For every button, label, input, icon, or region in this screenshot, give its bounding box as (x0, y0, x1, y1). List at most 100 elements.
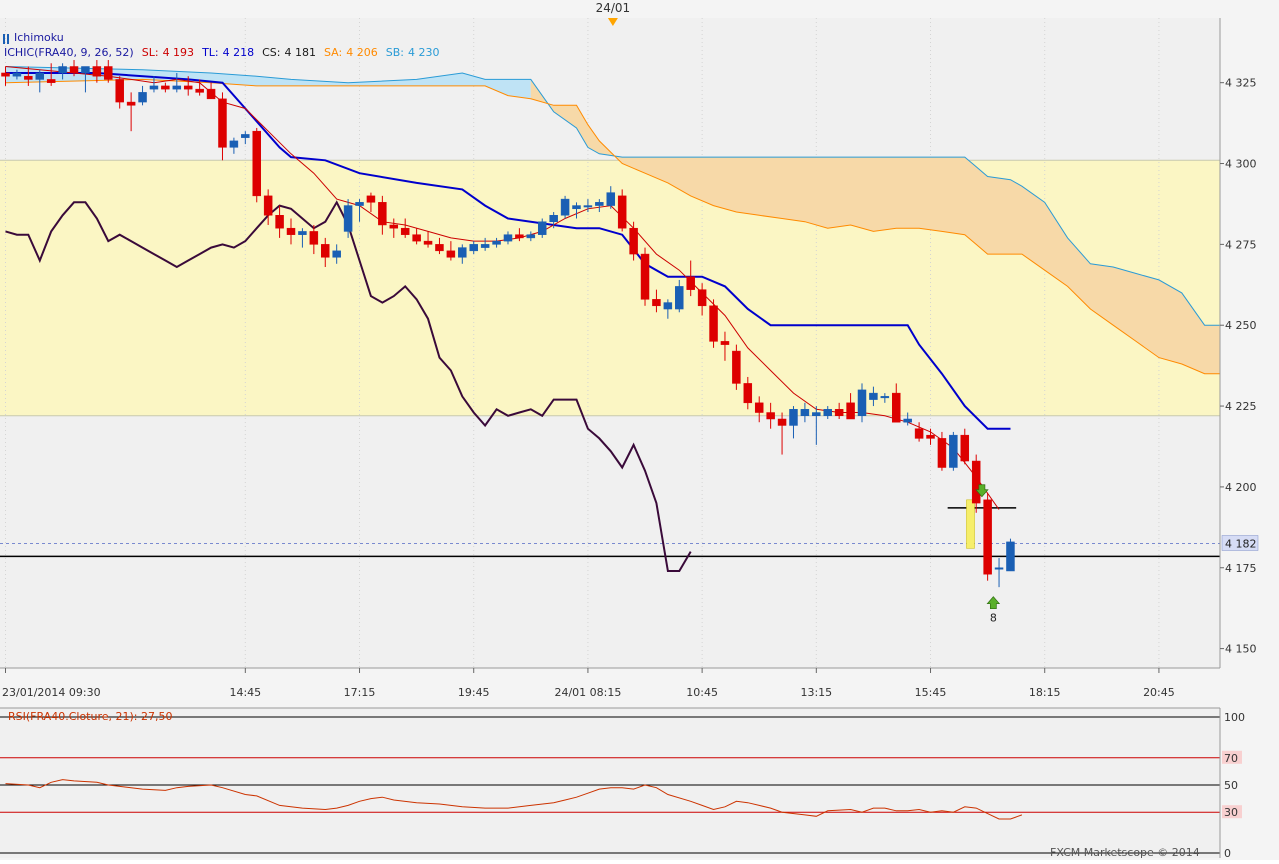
candle-body (686, 276, 695, 290)
rsi-title: RSI(FRA40.Cloture, 21): 27,50 (8, 710, 172, 723)
time-tick-label: 10:45 (686, 686, 718, 699)
kumo-cloud-bullish (5, 66, 531, 99)
candle-body (195, 88, 204, 93)
time-axis-panel (0, 668, 1220, 696)
candle-body (115, 79, 124, 103)
price-axis-panel (1220, 18, 1279, 668)
legend-label: SB: (386, 46, 404, 59)
rsi-plot-area (0, 708, 1220, 858)
legend-handle-icon (3, 34, 9, 44)
time-tick-label: 14:45 (229, 686, 261, 699)
price-tick-label: 4 175 (1225, 562, 1257, 575)
price-tick-label: 4 225 (1225, 400, 1257, 413)
candle-body (435, 244, 444, 252)
legend-title: Ichimoku (14, 31, 64, 44)
candle-body (537, 221, 547, 235)
candle-body (754, 402, 764, 413)
buy-arrow-icon (986, 596, 1001, 610)
kijun-sen-line (5, 72, 1011, 430)
candle-body (252, 130, 261, 197)
legend-values: ICHIC(FRA40, 9, 26, 52) SL: 4 193 TL: 4 218 C… (4, 46, 439, 59)
candle-body (834, 409, 844, 417)
legend-indicator: ICHIC(FRA40, 9, 26, 52) (4, 46, 134, 59)
rsi-level-label: 0 (1224, 847, 1231, 860)
candle-body (104, 66, 113, 80)
time-tick-label: 20:45 (1143, 686, 1175, 699)
candle-body (183, 85, 193, 90)
candle-body (720, 341, 730, 345)
senkou-span-a-line (5, 78, 1228, 375)
current-price-label: 4 182 (1225, 537, 1257, 550)
candle-body (69, 66, 79, 74)
candle-body (949, 434, 958, 468)
time-tick-label: 24/01 08:15 (554, 686, 621, 699)
time-tick-label: 19:45 (458, 686, 490, 699)
footer-copyright: FXCM Marketscope © 2014 (1050, 846, 1200, 859)
candle-body (846, 402, 855, 420)
candle-body (24, 75, 33, 80)
candle-body (492, 240, 501, 245)
top-date-marker-arrow (607, 18, 618, 26)
candle-body (663, 302, 673, 310)
candle-body (46, 79, 56, 83)
candle-body (298, 231, 307, 235)
legend-label: CS: (262, 46, 280, 59)
time-tick-label: 13:15 (800, 686, 832, 699)
legend-label: SA: (324, 46, 342, 59)
candle-body (35, 72, 45, 80)
candle-body (800, 409, 810, 417)
candle-body (914, 428, 924, 439)
time-tick-label: 15:45 (915, 686, 947, 699)
candle-body (469, 244, 478, 252)
candle-body (572, 205, 581, 210)
candle-body (777, 418, 787, 426)
price-tick-label: 4 200 (1225, 481, 1257, 494)
candle-body (880, 396, 890, 399)
candle-body (960, 434, 970, 462)
candle-body (971, 460, 981, 504)
candle-body (1006, 541, 1015, 572)
candle-body (229, 140, 239, 148)
candle-body (1, 72, 10, 77)
legend-value: 4 206 (346, 46, 378, 59)
candle-body (869, 392, 878, 400)
candle-body (92, 66, 102, 77)
candle-body (857, 389, 867, 417)
candle-body (743, 383, 753, 404)
legend-value: 4 230 (408, 46, 440, 59)
candle-body (412, 234, 421, 242)
candle-body (378, 202, 387, 226)
candle-body (606, 192, 616, 206)
legend-value: 4 181 (285, 46, 317, 59)
candle-body (503, 234, 513, 242)
candle-body (823, 409, 832, 417)
legend-label: SL: (142, 46, 159, 59)
rsi-level-label: 30 (1224, 806, 1238, 819)
candle-body (149, 85, 159, 90)
candle-body (697, 289, 707, 307)
candle-body (560, 198, 570, 216)
top-date-marker: 24/01 (596, 1, 631, 15)
candle-body (275, 215, 284, 229)
legend-label: TL: (201, 46, 219, 59)
candle-body (321, 244, 330, 258)
candle-body (926, 434, 935, 439)
buy-arrow-count-label: 8 (990, 612, 997, 625)
time-tick-label: 23/01/2014 09:30 (2, 686, 101, 699)
candle-body (617, 195, 627, 229)
candle-body (789, 409, 798, 426)
candle-body (994, 567, 1004, 570)
candle-body (583, 205, 593, 208)
candle-body (709, 305, 718, 342)
rsi-level-badge (1222, 805, 1242, 819)
price-tick-label: 4 325 (1225, 77, 1257, 90)
legend-value: 4 218 (223, 46, 255, 59)
rsi-level-badge (1222, 846, 1242, 859)
candle-body (172, 85, 182, 90)
price-tick-label: 4 275 (1225, 238, 1257, 251)
candle-body (652, 299, 661, 307)
rsi-level-label: 50 (1224, 779, 1238, 792)
rsi-level-label: 70 (1224, 752, 1238, 765)
candle-body (263, 195, 273, 216)
